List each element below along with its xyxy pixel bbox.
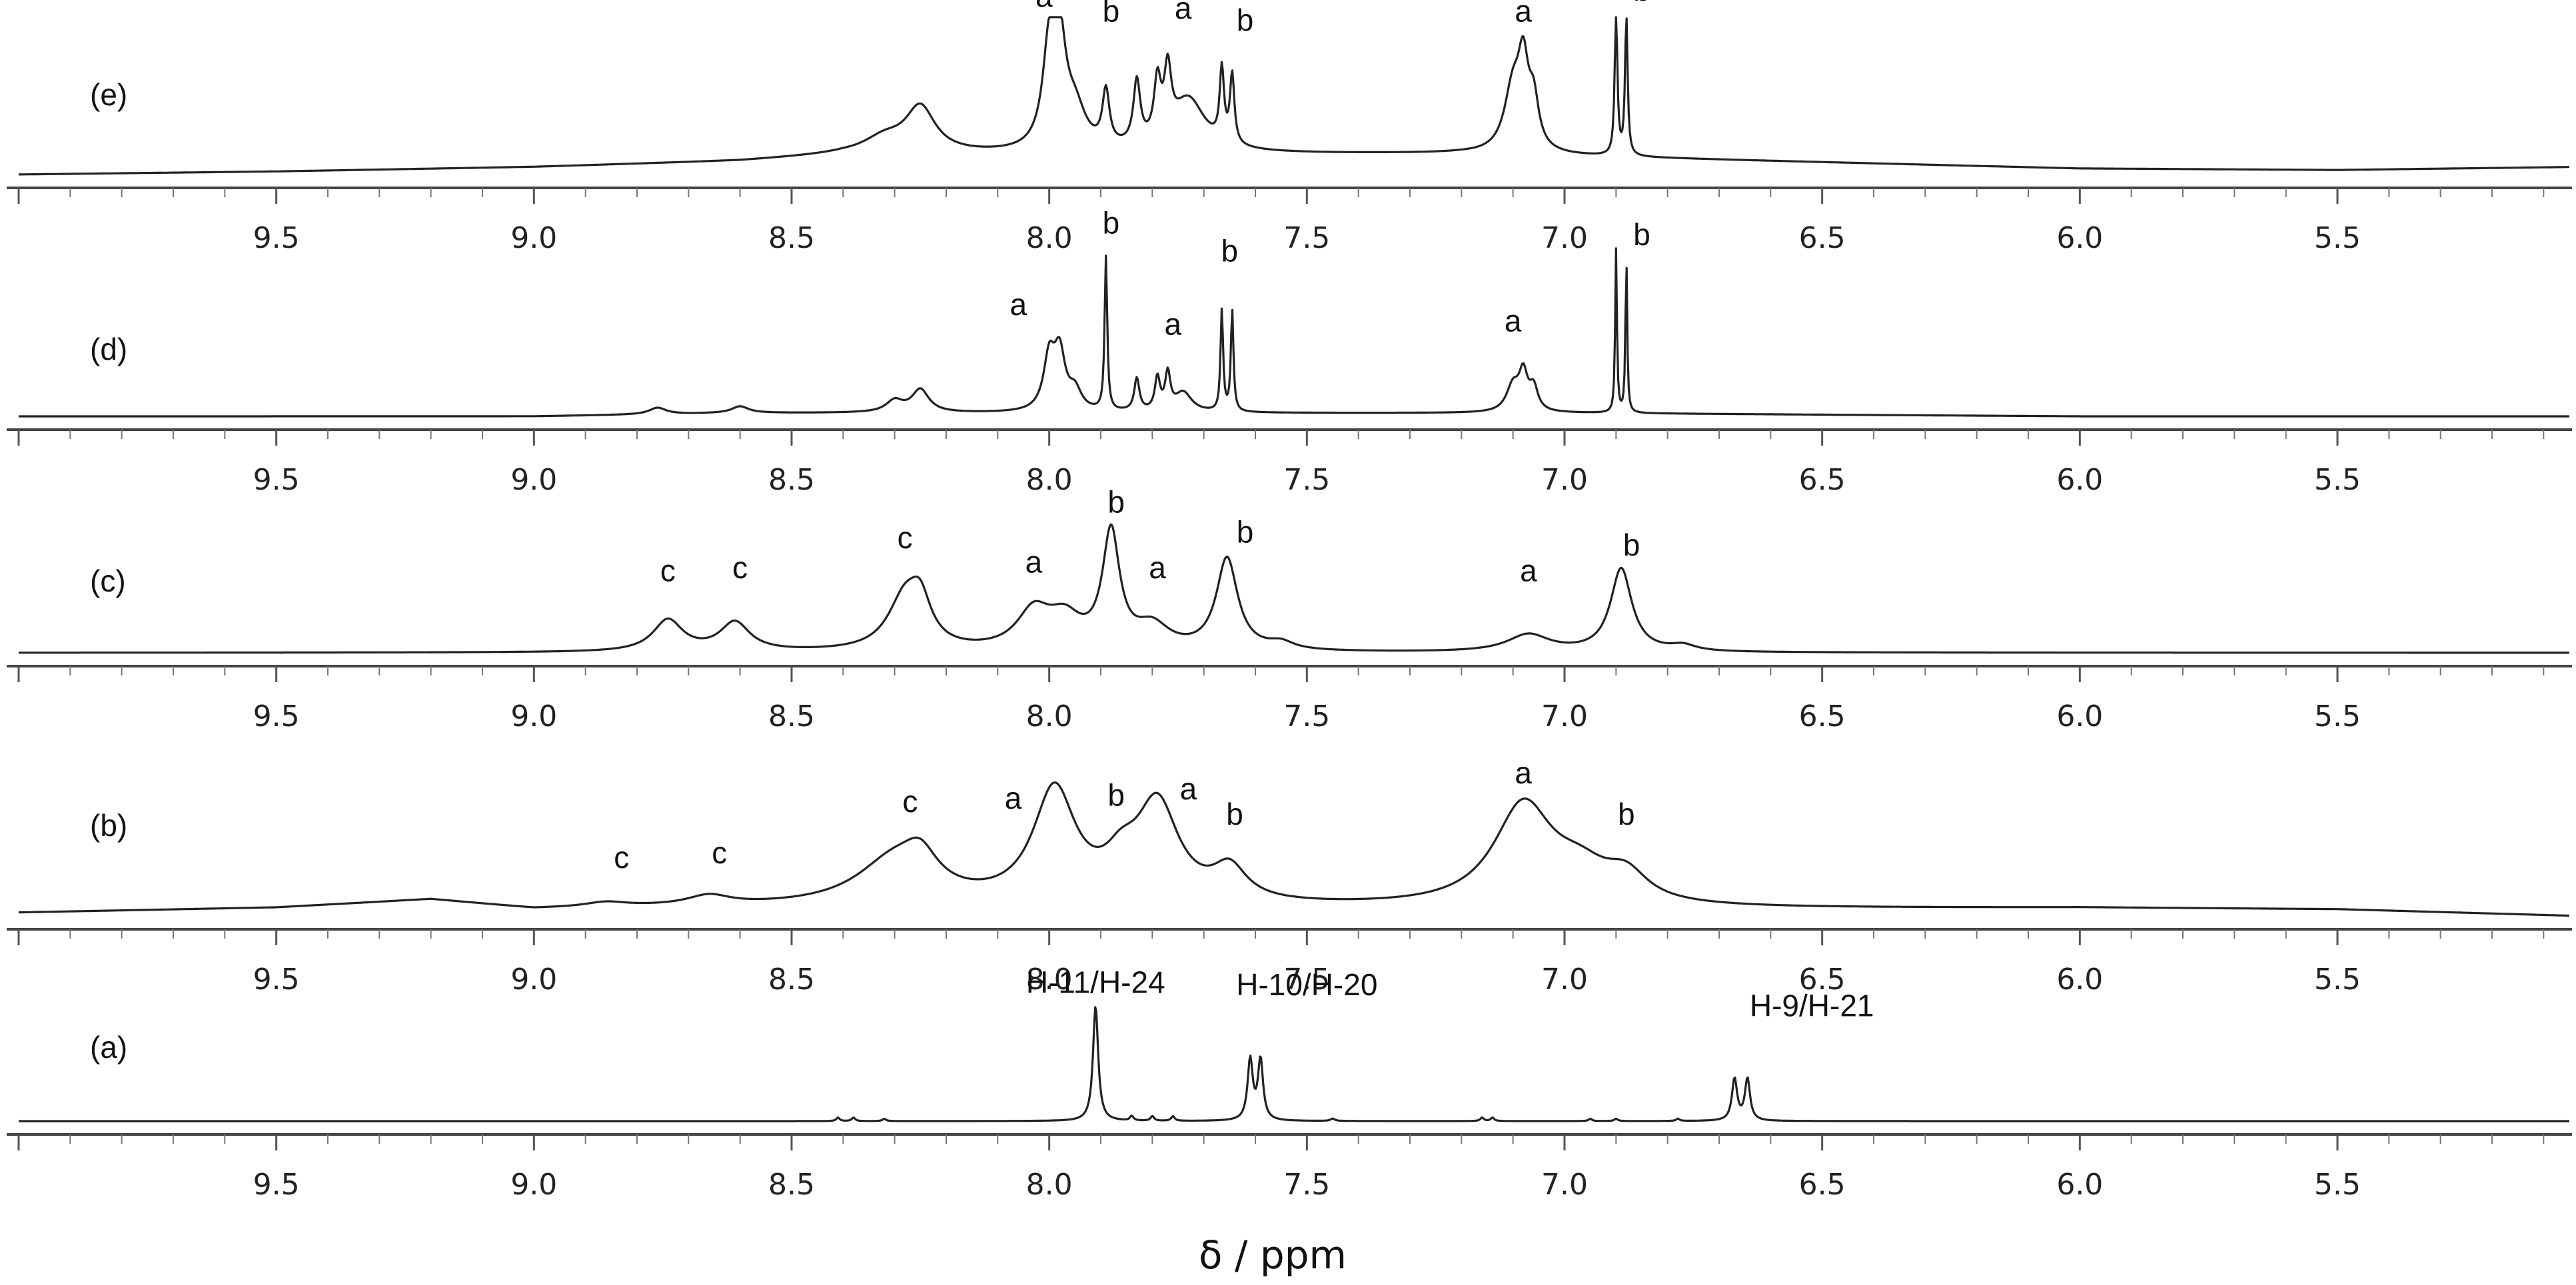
x-tick-label: 8.0 <box>1026 463 1073 497</box>
x-tick-label: 7.0 <box>1541 1168 1588 1202</box>
spectrum-panel: 9.5 9.0 8.5 8.0 7.5 7.0 6.5 6.0 5.5 (e) a b a b a b <box>7 0 2572 255</box>
peak-label: b <box>1107 777 1125 812</box>
spectrum-trace <box>19 247 2569 418</box>
peak-label: a <box>1025 545 1043 580</box>
peak-label: b <box>1237 3 1254 37</box>
spectrum-trace <box>19 16 2569 176</box>
peak-label: a <box>1515 755 1532 790</box>
x-tick-label: 6.0 <box>2056 1168 2103 1202</box>
peak-label: a <box>1164 307 1181 342</box>
x-tick-label: 9.5 <box>253 221 300 255</box>
spectrum-trace <box>19 1006 2569 1122</box>
spectrum-trace <box>19 523 2569 654</box>
peak-label: a <box>1035 0 1053 13</box>
x-tick-label: 5.5 <box>2314 699 2361 733</box>
peak-label: a <box>1009 287 1027 322</box>
x-tick-label: 9.5 <box>253 1168 300 1202</box>
spectrum-panel: 9.5 9.0 8.5 8.0 7.5 7.0 6.5 6.0 5.5 (a) H-11/H-24 H… <box>7 965 2572 1202</box>
x-tick-label: 6.5 <box>1799 1168 1846 1202</box>
x-tick-label: 8.0 <box>1026 963 1073 997</box>
peak-label: b <box>1623 528 1640 562</box>
peak-label: b <box>1633 0 1650 7</box>
panel-label: (d) <box>90 332 127 366</box>
x-tick-label: 6.5 <box>1799 221 1846 255</box>
peak-label: H-10/H-20 <box>1236 967 1377 1002</box>
x-tick-label: 8.0 <box>1026 699 1073 733</box>
peak-label: a <box>1515 0 1532 29</box>
peak-label: H-11/H-24 <box>1026 965 1165 1000</box>
peak-label: b <box>1107 484 1125 519</box>
x-tick-label: 5.5 <box>2314 221 2361 255</box>
peak-label: H-9/H-21 <box>1750 989 1874 1023</box>
peak-label: b <box>1103 206 1120 240</box>
x-tick-label: 8.5 <box>768 463 815 497</box>
x-tick-label: 7.5 <box>1283 221 1330 255</box>
x-tick-label: 5.5 <box>2314 1168 2361 1202</box>
x-tick-label: 7.0 <box>1541 699 1588 733</box>
panel-label: (e) <box>90 77 127 112</box>
panel-label: (a) <box>90 1030 127 1065</box>
x-tick-label: 9.0 <box>510 963 557 997</box>
peak-label: a <box>1505 304 1522 338</box>
x-tick-label: 5.5 <box>2314 463 2361 497</box>
x-tick-label: 7.0 <box>1541 463 1588 497</box>
peak-label: c <box>898 520 913 555</box>
x-tick-label: 8.5 <box>768 1168 815 1202</box>
x-tick-label: 7.5 <box>1283 963 1330 997</box>
x-tick-label: 8.0 <box>1026 1168 1073 1202</box>
peak-label: c <box>732 550 748 585</box>
peak-label: a <box>1005 781 1022 815</box>
x-tick-label: 6.5 <box>1799 963 1846 997</box>
x-tick-label: 6.5 <box>1799 463 1846 497</box>
peak-label: c <box>660 554 676 588</box>
peak-label: b <box>1237 514 1254 549</box>
x-tick-label: 9.0 <box>510 1168 557 1202</box>
x-tick-label: 6.0 <box>2056 699 2103 733</box>
x-tick-label: 8.5 <box>768 963 815 997</box>
x-tick-label: 5.5 <box>2314 963 2361 997</box>
x-tick-label: 6.0 <box>2056 463 2103 497</box>
x-tick-label: 9.5 <box>253 963 300 997</box>
peak-label: c <box>902 784 918 819</box>
x-tick-label: 9.0 <box>510 699 557 733</box>
x-tick-label: 9.0 <box>510 463 557 497</box>
peak-label: a <box>1520 554 1537 588</box>
x-tick-label: 6.0 <box>2056 221 2103 255</box>
peak-label: b <box>1618 797 1635 831</box>
peak-label: a <box>1180 771 1197 806</box>
x-tick-label: 7.0 <box>1541 963 1588 997</box>
x-tick-label: 8.5 <box>768 221 815 255</box>
panel-label: (b) <box>90 808 127 843</box>
peak-label: b <box>1221 233 1239 268</box>
spectrum-trace <box>19 781 2570 917</box>
x-tick-label: 8.5 <box>768 699 815 733</box>
x-tick-label: 8.0 <box>1026 221 1073 255</box>
peak-label: c <box>614 840 629 875</box>
peak-label: a <box>1149 550 1166 585</box>
x-tick-label: 6.5 <box>1799 699 1846 733</box>
x-tick-label: 7.5 <box>1283 699 1330 733</box>
spectrum-panel: 9.5 9.0 8.5 8.0 7.5 7.0 6.5 6.0 5.5 (d) a b a b a b <box>7 206 2572 497</box>
peak-label: c <box>712 835 727 870</box>
peak-label: a <box>1175 0 1192 25</box>
x-tick-label: 6.0 <box>2056 963 2103 997</box>
x-tick-label: 9.5 <box>253 463 300 497</box>
x-axis-label: δ / ppm <box>1199 1232 1347 1278</box>
x-tick-label: 7.5 <box>1283 463 1330 497</box>
peak-label: b <box>1633 217 1650 252</box>
x-tick-label: 9.5 <box>253 699 300 733</box>
panel-label: (c) <box>90 564 126 598</box>
x-tick-label: 9.0 <box>510 221 557 255</box>
x-tick-label: 7.5 <box>1283 1168 1330 1202</box>
peak-label: b <box>1103 0 1120 29</box>
x-tick-label: 7.0 <box>1541 221 1588 255</box>
peak-label: b <box>1226 797 1243 831</box>
